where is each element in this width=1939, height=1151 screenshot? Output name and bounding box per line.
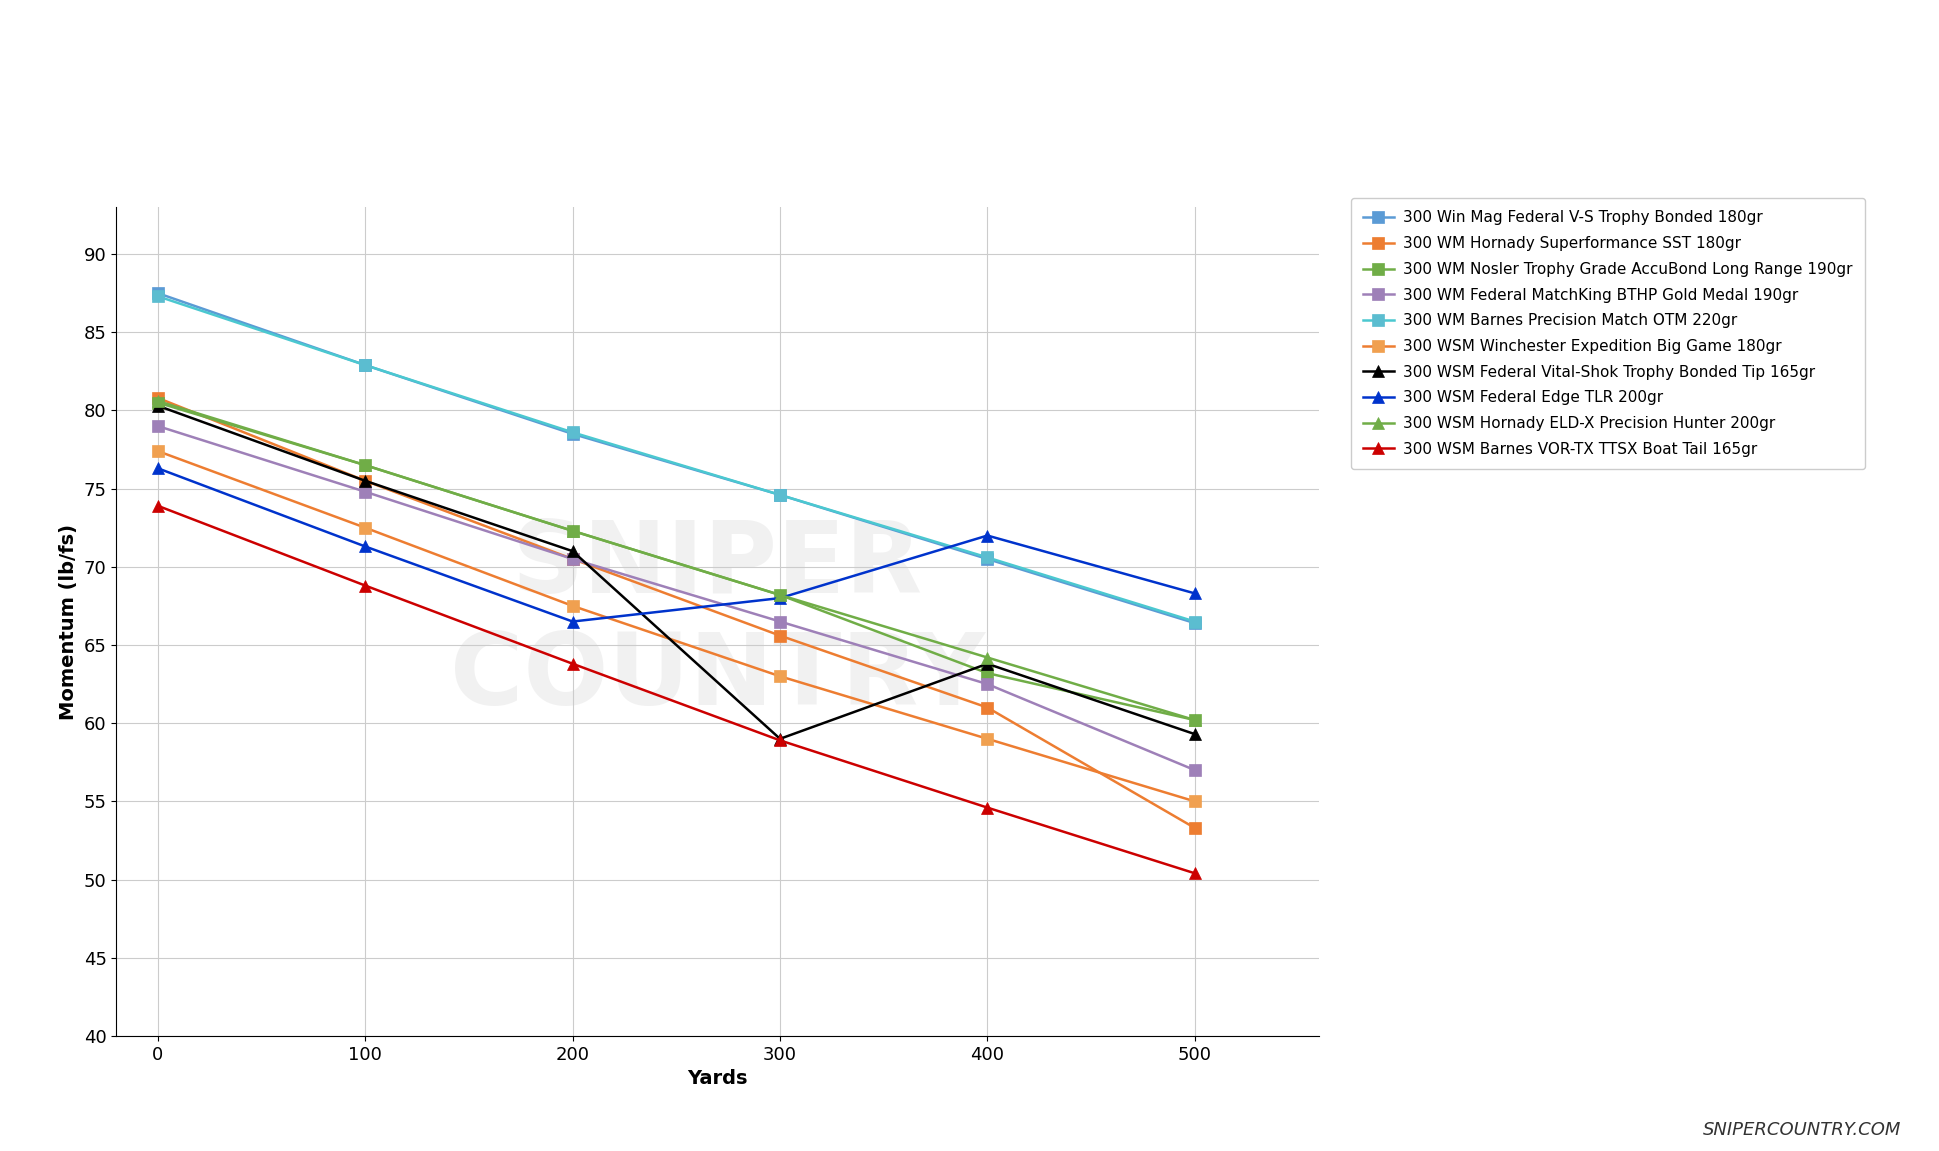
- Legend: 300 Win Mag Federal V-S Trophy Bonded 180gr, 300 WM Hornady Superformance SST 18: 300 Win Mag Federal V-S Trophy Bonded 18…: [1350, 198, 1863, 468]
- X-axis label: Yards: Yards: [686, 1069, 748, 1088]
- Y-axis label: Momentum (lb/fs): Momentum (lb/fs): [58, 524, 78, 719]
- Text: MOMENTUM: MOMENTUM: [721, 16, 1218, 85]
- Text: SNIPERCOUNTRY.COM: SNIPERCOUNTRY.COM: [1702, 1121, 1900, 1139]
- Text: SNIPER
COUNTRY: SNIPER COUNTRY: [450, 517, 985, 726]
